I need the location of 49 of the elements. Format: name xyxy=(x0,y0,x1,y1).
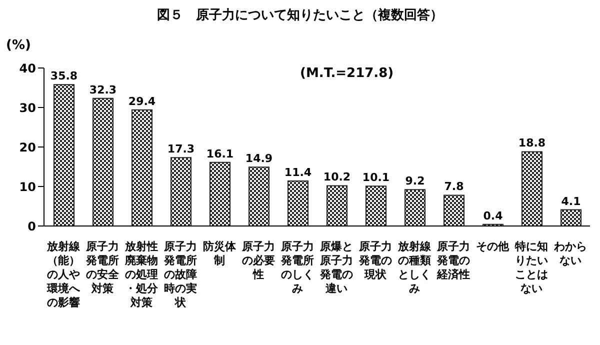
x-tick-label: 原子力発電所のしくみ xyxy=(280,240,315,296)
bar xyxy=(326,185,348,226)
data-label: 10.1 xyxy=(362,171,390,184)
bar xyxy=(404,189,426,226)
bar xyxy=(170,157,192,226)
y-tick-label: 10 xyxy=(19,180,36,194)
data-label: 16.1 xyxy=(206,147,234,160)
data-label: 9.2 xyxy=(405,174,425,188)
bar xyxy=(248,166,270,226)
bar xyxy=(210,162,230,226)
bar xyxy=(444,194,464,226)
data-label: 10.2 xyxy=(323,170,351,184)
x-tick-label: わからない xyxy=(553,240,588,268)
y-axis-title: (%) xyxy=(6,38,31,53)
x-tick-label: 放射線（能）の人や環境への影響 xyxy=(46,240,81,310)
bar xyxy=(366,186,386,226)
x-tick-label: 原子力発電の現状 xyxy=(358,240,393,282)
data-label: 18.8 xyxy=(518,136,546,150)
bar xyxy=(92,98,114,226)
x-tick-label: 原爆と原子力発電の違い xyxy=(318,240,354,296)
x-tick-label: 原子力発電の経済性 xyxy=(436,240,471,282)
x-tick-label: 原子力の必要性 xyxy=(241,240,276,282)
data-label: 29.4 xyxy=(128,94,156,108)
y-tick-label: 30 xyxy=(19,100,36,115)
x-tick-label: 放射線の種類としくみ xyxy=(397,240,432,296)
y-tick-label: 20 xyxy=(19,140,36,154)
bar xyxy=(132,109,152,226)
bar xyxy=(54,84,74,226)
y-tick-label: 0 xyxy=(28,219,36,234)
data-label: 0.4 xyxy=(483,209,504,222)
data-label: 14.9 xyxy=(245,152,273,166)
x-tick-label: 放射性廃棄物の処理・処分対策 xyxy=(124,240,159,310)
data-label: 32.3 xyxy=(89,83,117,96)
y-tick-label: 40 xyxy=(19,61,36,76)
bar xyxy=(288,180,308,226)
x-tick-label: 原子力発電所の故障時の実状 xyxy=(162,240,198,310)
x-tick-label: 特に知りたいことはない xyxy=(514,240,549,296)
x-tick-label: 原子力発電所の安全対策 xyxy=(84,240,120,296)
chart-title: 図５ 原子力について知りたいこと（複数回答） xyxy=(156,6,444,24)
x-tick-label: 防災体制 xyxy=(202,240,237,268)
data-label: 7.8 xyxy=(444,180,464,194)
x-tick-label: その他 xyxy=(475,240,510,254)
annotation: (M.T.=217.8) xyxy=(300,66,394,81)
data-label: 17.3 xyxy=(167,142,195,156)
data-label: 11.4 xyxy=(284,166,312,179)
bar xyxy=(522,151,542,226)
bar xyxy=(560,209,582,226)
data-label: 4.1 xyxy=(561,194,581,208)
data-label: 35.8 xyxy=(50,70,78,83)
